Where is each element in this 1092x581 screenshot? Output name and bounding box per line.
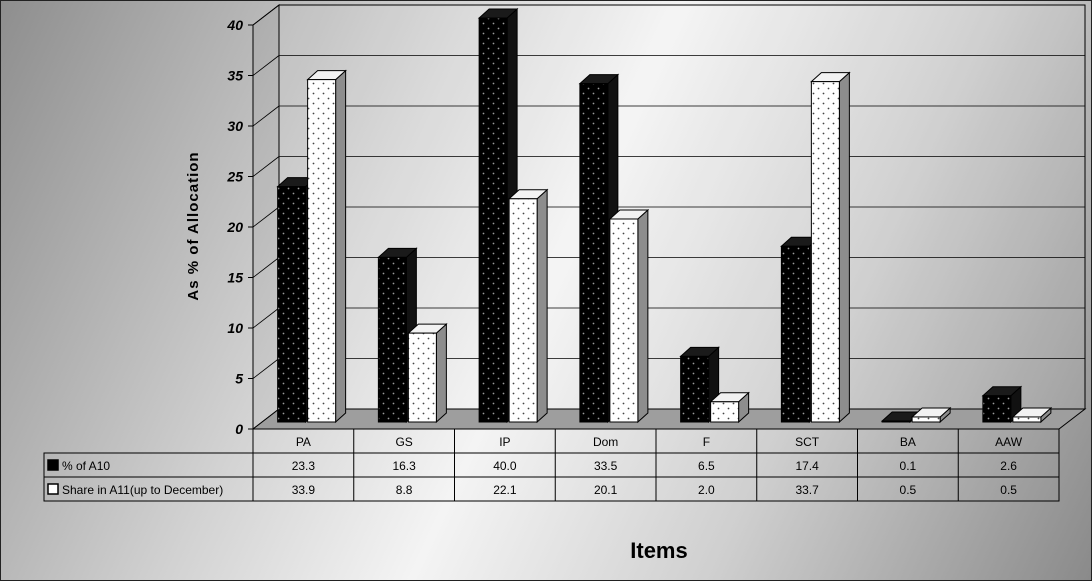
category-label: Dom — [593, 435, 618, 449]
category-label: SCT — [795, 435, 820, 449]
y-tick-label: 10 — [227, 320, 243, 336]
category-label: GS — [395, 435, 412, 449]
gridline-side — [252, 358, 280, 379]
gridline-side — [252, 4, 280, 26]
gridline-side — [252, 105, 280, 127]
bar — [1012, 416, 1042, 423]
bar — [881, 420, 911, 423]
bar — [407, 332, 437, 423]
bar — [579, 83, 609, 423]
gridline-side — [252, 307, 280, 329]
data-label: 16.3 — [392, 459, 416, 473]
bar — [609, 218, 639, 423]
y-tick-labels: 0 5 10 15 20 25 30 35 40 — [226, 17, 243, 437]
legend-label: Share in A11(up to December) — [62, 483, 223, 497]
category-label: AAW — [995, 435, 1023, 449]
data-label: 0.5 — [900, 483, 917, 497]
y-tick-label: 15 — [227, 270, 243, 286]
gridline-side — [252, 206, 280, 228]
bar — [710, 401, 740, 423]
data-label: 33.7 — [795, 483, 819, 497]
bar — [377, 256, 407, 423]
floor — [251, 408, 1087, 430]
plot-walls — [251, 3, 1087, 431]
y-tick-label: 30 — [227, 118, 243, 134]
data-label: 20.1 — [594, 483, 618, 497]
y-tick-label: 20 — [226, 219, 243, 235]
legend-swatch — [47, 459, 59, 471]
category-label: BA — [900, 435, 916, 449]
bar-side — [435, 322, 447, 424]
bar — [780, 245, 810, 423]
y-axis-label: As % of Allocation — [185, 151, 202, 300]
y-tick-label: 25 — [226, 169, 243, 185]
bar-side — [335, 69, 347, 424]
y-tick-label: 35 — [227, 68, 243, 84]
legend-label: % of A10 — [62, 459, 110, 473]
data-label: 2.6 — [1000, 459, 1017, 473]
data-label: 8.8 — [396, 483, 413, 497]
bar-side — [536, 188, 548, 424]
y-tick-label: 5 — [235, 371, 243, 387]
bar — [307, 79, 337, 423]
category-label: PA — [296, 435, 311, 449]
category-label: F — [703, 435, 710, 449]
data-label: 23.3 — [292, 459, 316, 473]
bar — [911, 416, 941, 423]
data-label: 33.9 — [292, 483, 316, 497]
data-label: 0.5 — [1000, 483, 1017, 497]
y-tick-label: 0 — [235, 421, 243, 437]
y-tick-label: 40 — [226, 17, 243, 33]
bar-side — [838, 71, 850, 424]
legend-swatch — [47, 483, 59, 495]
data-label: 33.5 — [594, 459, 618, 473]
bar — [508, 198, 538, 423]
bar — [277, 186, 307, 423]
bar — [680, 355, 710, 423]
data-label: 40.0 — [493, 459, 517, 473]
gridline-side — [252, 55, 280, 76]
bars — [276, 7, 1053, 424]
bar — [982, 395, 1012, 423]
x-axis-label: Items — [630, 538, 687, 563]
gridline-side — [252, 156, 280, 177]
data-label: 22.1 — [493, 483, 517, 497]
gridline-side — [252, 257, 280, 278]
category-label: IP — [499, 435, 510, 449]
data-label: 2.0 — [698, 483, 715, 497]
bar — [810, 81, 840, 423]
data-label: 17.4 — [795, 459, 819, 473]
data-label: 0.1 — [900, 459, 917, 473]
bar — [478, 17, 508, 423]
data-table: PA GS IP Dom F SCT BA AAW % of A10 23.3 16.3 40.0 33… — [43, 428, 1060, 502]
bar-side — [637, 208, 649, 424]
data-label: 6.5 — [698, 459, 715, 473]
